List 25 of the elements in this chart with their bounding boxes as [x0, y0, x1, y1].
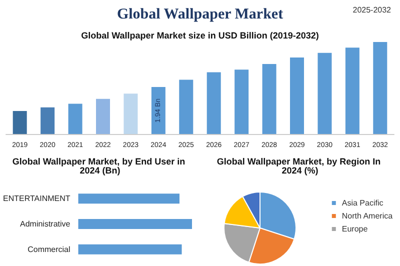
legend-label: North America: [342, 212, 394, 220]
bar: [318, 52, 332, 134]
bar: [290, 57, 304, 134]
bar: [124, 94, 138, 134]
chart-title: Global Wallpaper Market: [116, 6, 284, 22]
bar: [179, 80, 194, 134]
chart-title: Global Wallpaper Market, by End User in 2024 (Bn): [12, 156, 188, 176]
bar: [373, 42, 388, 134]
legend-label: Europe: [342, 224, 368, 234]
bar: [262, 64, 276, 134]
bar: [12, 111, 27, 134]
y-tick-label: Commercial: [28, 244, 70, 254]
y-tick-label: ENTERTAINMENT: [2, 194, 70, 204]
bar: [68, 104, 82, 134]
bar: [40, 107, 55, 134]
bar: [206, 72, 221, 134]
legend-label: Asia Pacific: [342, 198, 384, 208]
bar: [96, 98, 110, 134]
chart-subtitle: Global Wallpaper Market size in USD Billion (2019-2032): [81, 30, 319, 40]
y-tick-label: Administrative: [20, 220, 71, 228]
bar: [345, 48, 360, 134]
bar: [151, 87, 166, 134]
bar: [234, 70, 249, 134]
text: 2025-2032: [352, 6, 392, 14]
chart-title: Global Wallpaper Market, by Region In 2024 (%): [216, 156, 384, 176]
